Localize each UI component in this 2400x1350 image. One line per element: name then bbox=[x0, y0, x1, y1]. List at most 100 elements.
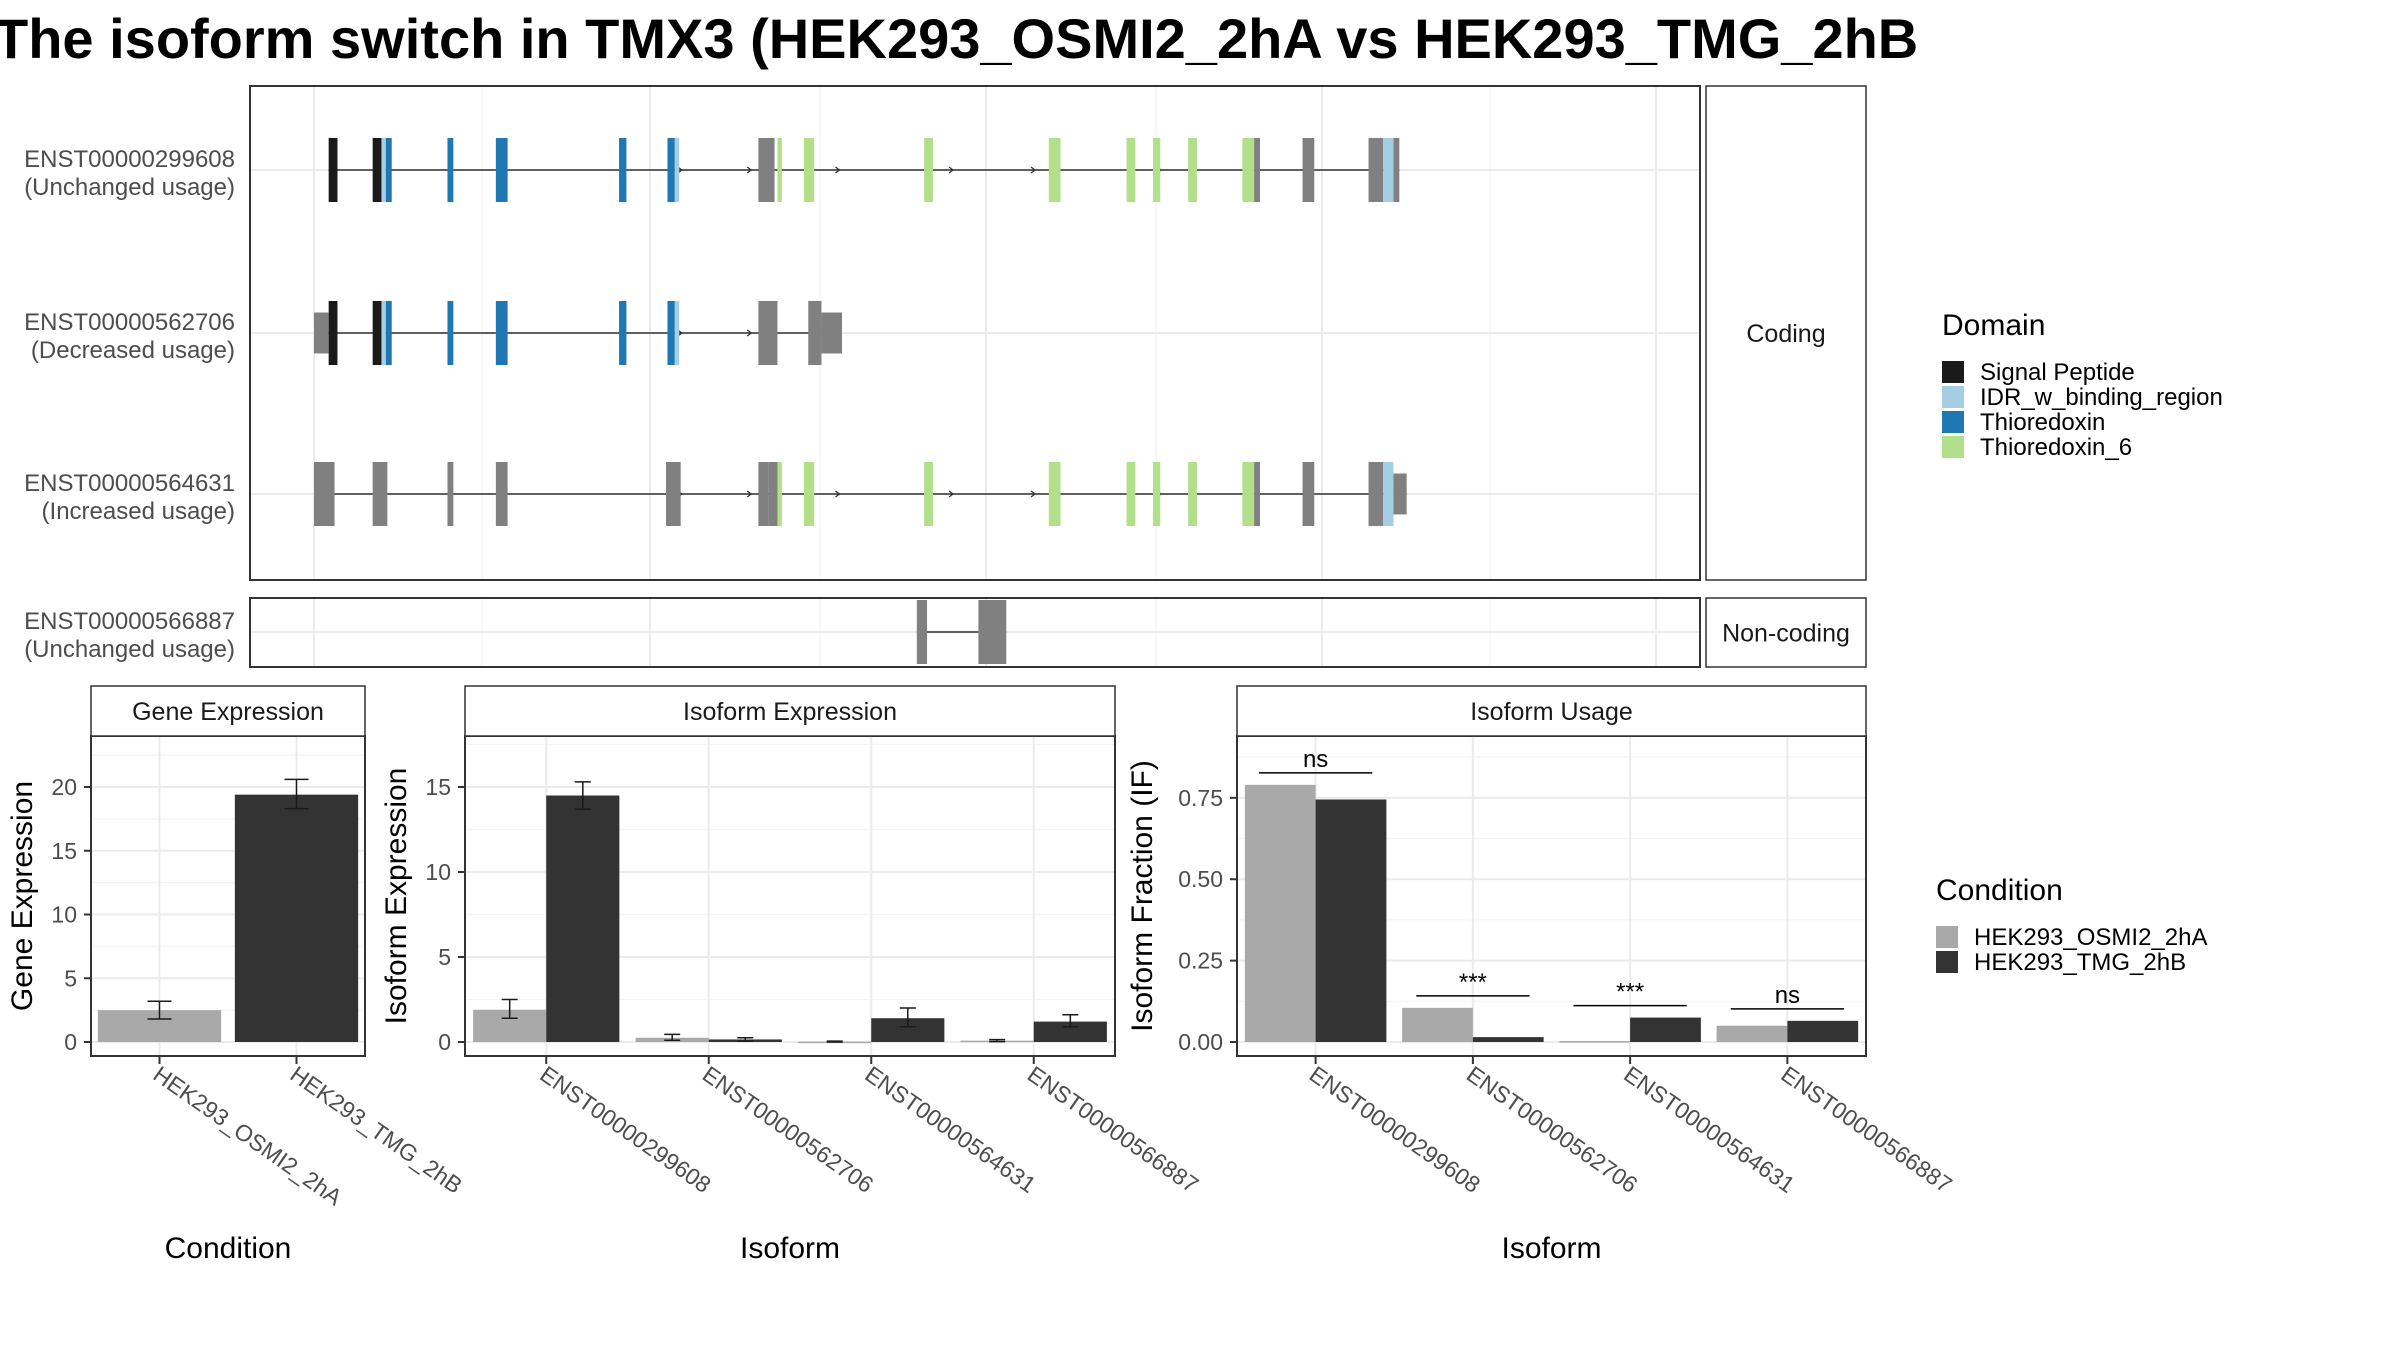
chart-title-strip bbox=[464, 685, 1116, 737]
y-tick-label: 0 bbox=[64, 1029, 77, 1055]
chart-title: Isoform Expression bbox=[683, 698, 897, 726]
exon-block bbox=[924, 138, 933, 202]
x-tick-label: ENST00000299608 bbox=[1305, 1061, 1485, 1198]
legend-label: IDR_w_binding_region bbox=[1980, 384, 2223, 411]
utr-exon bbox=[821, 312, 842, 354]
exon-block bbox=[1242, 138, 1255, 202]
exon-block bbox=[1254, 462, 1260, 526]
exon-block bbox=[1188, 138, 1197, 202]
bar-condition-a bbox=[1244, 784, 1316, 1042]
strand-arrow bbox=[746, 329, 753, 337]
strand-arrow bbox=[1030, 166, 1037, 174]
x-axis-title: Condition bbox=[165, 1232, 292, 1265]
x-tick-label: ENST00000564631 bbox=[860, 1061, 1040, 1198]
exon-block bbox=[447, 138, 454, 202]
exon-block bbox=[777, 138, 782, 202]
exon-block bbox=[447, 301, 454, 365]
exon-block bbox=[1383, 138, 1394, 202]
y-axis-title: Isoform Expression bbox=[380, 768, 413, 1025]
isoform-id-label: ENST00000564631 bbox=[24, 470, 235, 497]
exon-block bbox=[1126, 462, 1136, 526]
exon-block bbox=[1302, 462, 1315, 526]
y-tick-label: 20 bbox=[51, 774, 77, 800]
structure-panel-frame bbox=[249, 85, 1701, 581]
bar-condition-a bbox=[1716, 1025, 1788, 1042]
y-tick-label: 0 bbox=[438, 1029, 451, 1055]
exon-block bbox=[1152, 138, 1161, 202]
significance-label: *** bbox=[1616, 979, 1644, 1006]
isoform-usage-label: (Unchanged usage) bbox=[24, 174, 235, 201]
strand-arrow bbox=[746, 490, 753, 498]
exon-block bbox=[372, 301, 382, 365]
y-tick-label: 0.25 bbox=[1178, 948, 1223, 974]
exon-block bbox=[768, 462, 778, 526]
exon-block bbox=[385, 138, 392, 202]
exon-block bbox=[1368, 138, 1384, 202]
exon-block bbox=[803, 138, 815, 202]
x-tick-label: ENST00000562706 bbox=[1462, 1061, 1642, 1198]
legend-label: Thioredoxin bbox=[1980, 409, 2105, 436]
exon-block bbox=[1048, 138, 1061, 202]
isoform-id-label: ENST00000299608 bbox=[24, 146, 235, 173]
bar-condition-a bbox=[1402, 1007, 1473, 1042]
exon-block bbox=[1302, 138, 1315, 202]
exon-block bbox=[803, 462, 815, 526]
isoform-usage-label: (Unchanged usage) bbox=[24, 636, 235, 663]
exon-block bbox=[1242, 462, 1255, 526]
bar-condition-b bbox=[1472, 1037, 1544, 1042]
y-tick-label: 15 bbox=[425, 774, 451, 800]
structure-group-strip bbox=[1705, 85, 1867, 581]
x-axis-title: Isoform bbox=[740, 1232, 840, 1265]
x-tick-label: ENST00000566887 bbox=[1023, 1061, 1203, 1198]
strand-arrow bbox=[746, 166, 753, 174]
exon-block bbox=[1393, 138, 1400, 202]
exon-block bbox=[916, 600, 928, 664]
structure-group-label: Coding bbox=[1746, 320, 1825, 348]
x-tick-label: ENST00000299608 bbox=[535, 1061, 715, 1198]
y-tick-label: 10 bbox=[425, 859, 451, 885]
utr-exon bbox=[1393, 473, 1407, 515]
y-tick-label: 5 bbox=[64, 965, 77, 991]
strand-arrow bbox=[948, 490, 955, 498]
legend-label: HEK293_OSMI2_2hA bbox=[1974, 924, 2207, 951]
exon-block bbox=[495, 462, 508, 526]
exon-block bbox=[447, 462, 454, 526]
y-tick-label: 0.00 bbox=[1178, 1029, 1223, 1055]
exon-block bbox=[1048, 462, 1061, 526]
isoform-usage-label: (Decreased usage) bbox=[31, 337, 235, 364]
exon-block bbox=[1188, 462, 1197, 526]
legend-label: Thioredoxin_6 bbox=[1980, 434, 2132, 461]
significance-label: ns bbox=[1303, 746, 1328, 773]
legend-swatch bbox=[1936, 951, 1958, 973]
bar-condition-b bbox=[1630, 1017, 1701, 1042]
domain-legend: Domain Signal PeptideIDR_w_binding_region… bbox=[1942, 309, 2223, 461]
exon-block bbox=[674, 138, 680, 202]
exon-block bbox=[1254, 138, 1260, 202]
y-axis-title: Gene Expression bbox=[6, 781, 39, 1011]
legend-swatch bbox=[1942, 411, 1964, 433]
legend-label: Signal Peptide bbox=[1980, 359, 2135, 386]
bar-condition-b bbox=[546, 795, 620, 1042]
significance-label: *** bbox=[1459, 969, 1487, 996]
exon-block bbox=[924, 462, 933, 526]
bar-condition-b bbox=[1787, 1020, 1859, 1042]
legend-swatch bbox=[1936, 926, 1958, 948]
structure-group-strip bbox=[1705, 597, 1867, 668]
legend-swatch bbox=[1942, 386, 1964, 408]
legend-swatch bbox=[1942, 436, 1964, 458]
isoform-id-label: ENST00000566887 bbox=[24, 608, 235, 635]
x-tick-label: ENST00000564631 bbox=[1619, 1061, 1799, 1198]
exon-block bbox=[495, 138, 508, 202]
exon-block bbox=[372, 138, 382, 202]
exon-block bbox=[328, 301, 338, 365]
strand-arrow bbox=[1030, 490, 1037, 498]
isoform-usage-label: (Increased usage) bbox=[42, 498, 235, 525]
strand-arrow bbox=[835, 490, 841, 498]
exon-block bbox=[758, 462, 769, 526]
exon-block bbox=[978, 600, 1007, 664]
chart-title-strip bbox=[90, 685, 366, 737]
bar-condition-b bbox=[1033, 1021, 1107, 1042]
figure-title: The isoform switch in TMX3 (HEK293_OSMI2… bbox=[0, 7, 1918, 70]
strand-arrow bbox=[835, 166, 841, 174]
